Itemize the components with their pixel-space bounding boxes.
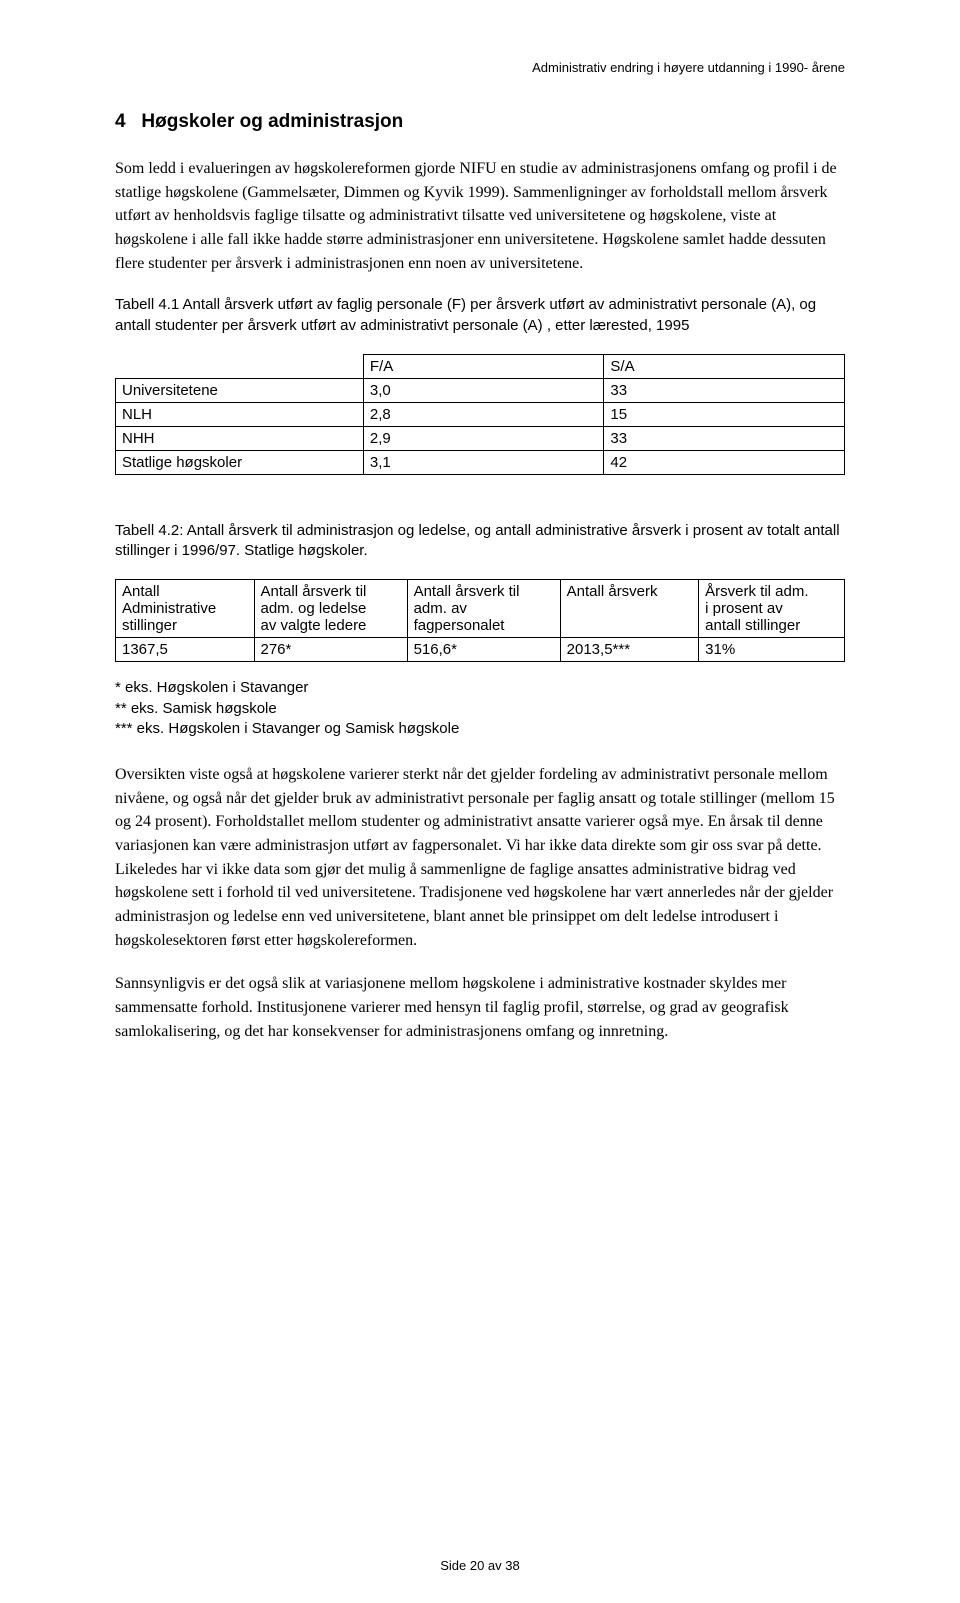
table-cell: 276* <box>254 638 407 662</box>
paragraph-3: Sannsynligvis er det også slik at varias… <box>115 972 845 1043</box>
table-header-line: adm. av <box>414 600 467 617</box>
table-1-caption: Tabell 4.1 Antall årsverk utført av fagl… <box>115 295 845 336</box>
section-title-text: Høgskoler og administrasjon <box>141 111 403 132</box>
table-2: Antall Administrative stillinger Antall … <box>115 579 845 662</box>
page-footer: Side 20 av 38 <box>115 1558 845 1573</box>
table-header-line: Antall årsverk til <box>261 583 367 600</box>
table-cell: 2013,5*** <box>560 638 699 662</box>
table-cell: 42 <box>604 450 845 474</box>
table-cell: Universitetene <box>116 378 364 402</box>
paragraph-1: Som ledd i evalueringen av høgskolerefor… <box>115 157 845 275</box>
table-cell <box>116 354 364 378</box>
table-cell: 15 <box>604 402 845 426</box>
table-cell: Statlige høgskoler <box>116 450 364 474</box>
section-number: 4 <box>115 111 126 132</box>
table-cell: 2,9 <box>363 426 604 450</box>
table-header-cell: Antall Administrative stillinger <box>116 580 255 638</box>
table-cell: NLH <box>116 402 364 426</box>
table-cell: 33 <box>604 378 845 402</box>
table-header-line: Antall <box>122 583 160 600</box>
table-header-line: Administrative <box>122 600 216 617</box>
note-line: ** eks. Samisk høgskole <box>115 699 845 719</box>
page: Administrativ endring i høyere utdanning… <box>0 0 960 1603</box>
table-row: Antall Administrative stillinger Antall … <box>116 580 845 638</box>
table-cell: F/A <box>363 354 604 378</box>
table-row: Universitetene 3,0 33 <box>116 378 845 402</box>
table-header-line: fagpersonalet <box>414 617 505 634</box>
table-cell: 3,0 <box>363 378 604 402</box>
table-header-line: Antall årsverk til <box>414 583 520 600</box>
table-row: NLH 2,8 15 <box>116 402 845 426</box>
table-cell: NHH <box>116 426 364 450</box>
note-line: *** eks. Høgskolen i Stavanger og Samisk… <box>115 719 845 739</box>
running-header: Administrativ endring i høyere utdanning… <box>115 60 845 75</box>
table-header-line: Årsverk til adm. <box>705 583 808 600</box>
table-cell: 2,8 <box>363 402 604 426</box>
note-line: * eks. Høgskolen i Stavanger <box>115 678 845 698</box>
paragraph-2: Oversikten viste også at høgskolene vari… <box>115 763 845 952</box>
table-cell: 31% <box>699 638 845 662</box>
table-row: Statlige høgskoler 3,1 42 <box>116 450 845 474</box>
table-header-cell: Årsverk til adm. i prosent av antall sti… <box>699 580 845 638</box>
table-header-cell: Antall årsverk til adm. og ledelse av va… <box>254 580 407 638</box>
table-2-notes: * eks. Høgskolen i Stavanger ** eks. Sam… <box>115 678 845 739</box>
table-cell: S/A <box>604 354 845 378</box>
table-row: 1367,5 276* 516,6* 2013,5*** 31% <box>116 638 845 662</box>
table-1: F/A S/A Universitetene 3,0 33 NLH 2,8 15… <box>115 354 845 475</box>
table-cell: 33 <box>604 426 845 450</box>
table-header-cell: Antall årsverk til adm. av fagpersonalet <box>407 580 560 638</box>
table-header-line: antall stillinger <box>705 617 800 634</box>
table-header-line: stillinger <box>122 617 177 634</box>
table-header-line: av valgte ledere <box>261 617 367 634</box>
table-row: F/A S/A <box>116 354 845 378</box>
table-header-line: adm. og ledelse <box>261 600 367 617</box>
table-cell: 516,6* <box>407 638 560 662</box>
table-header-cell: Antall årsverk <box>560 580 699 638</box>
table-row: NHH 2,9 33 <box>116 426 845 450</box>
table-cell: 1367,5 <box>116 638 255 662</box>
table-header-line: Antall årsverk <box>567 583 658 600</box>
section-heading: 4 Høgskoler og administrasjon <box>115 111 845 133</box>
table-2-caption: Tabell 4.2: Antall årsverk til administr… <box>115 521 845 562</box>
table-cell: 3,1 <box>363 450 604 474</box>
table-header-line: i prosent av <box>705 600 783 617</box>
